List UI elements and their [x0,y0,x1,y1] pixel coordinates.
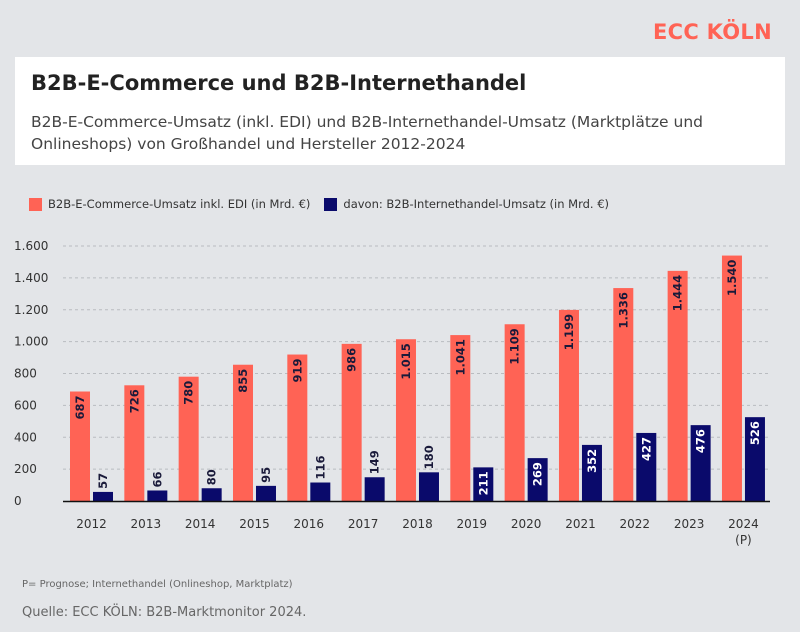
bar-internet [581,444,602,501]
bar-internet [418,472,439,501]
x-tick-label: 2024 [728,517,759,531]
x-tick-label: 2016 [294,517,325,531]
bar-ecommerce [124,385,145,501]
x-tick-label: 2023 [674,517,705,531]
x-tick-label: 2020 [511,517,542,531]
bar-ecommerce [721,255,742,501]
data-label-internet: 95 [259,467,273,483]
data-label-internet: 476 [694,429,708,453]
y-tick-label: 1.600 [14,239,48,253]
data-label-ecommerce: 1.109 [508,328,522,364]
bar-ecommerce [667,270,688,501]
bar-internet [690,425,711,501]
y-tick-label: 800 [14,367,37,381]
data-label-internet: 526 [748,421,762,445]
chart-title: B2B-E-Commerce und B2B-Internethandel [31,71,527,95]
data-label-internet: 427 [639,437,653,461]
legend-item-internet: davon: B2B-Internethandel-Umsatz (in Mrd… [324,197,609,211]
bar-internet [201,488,222,501]
data-label-ecommerce: 726 [127,389,141,413]
data-label-internet: 80 [205,469,219,485]
legend-label-ecommerce: B2B-E-Commerce-Umsatz inkl. EDI (in Mrd.… [48,197,311,211]
bar-internet [255,485,276,501]
ecc-koeln-logo: ECC KÖLN [652,20,772,44]
bar-ecommerce [613,288,634,501]
data-label-ecommerce: 855 [236,369,250,393]
chart-subtitle: B2B-E-Commerce-Umsatz (inkl. EDI) und B2… [31,113,703,153]
data-label-ecommerce: 919 [290,359,304,383]
bar-internet [93,491,113,501]
x-tick-label: 2015 [239,517,270,531]
bar-ecommerce [395,339,416,501]
data-label-ecommerce: 1.540 [725,260,739,296]
y-tick-label: 0 [14,494,22,508]
y-tick-label: 1.200 [14,303,48,317]
bar-internet [636,432,657,501]
data-label-internet: 269 [531,462,545,486]
data-label-internet: 211 [476,471,490,495]
x-tick-label: 2021 [565,517,596,531]
y-tick-label: 400 [14,430,37,444]
data-label-ecommerce: 1.041 [453,339,467,375]
footnote: P= Prognose; Internethandel (Onlineshop,… [22,579,293,590]
x-tick-label: 2014 [185,517,216,531]
x-tick-label: 2012 [76,517,107,531]
header-card: B2B-E-Commerce und B2B-Internethandel B2… [15,57,785,165]
legend-swatch-ecommerce [29,197,42,211]
data-label-ecommerce: 1.199 [562,314,576,350]
bar-internet [473,467,494,501]
bar-internet [310,482,331,501]
x-tick-label: 2022 [620,517,651,531]
bar-ecommerce [504,324,525,501]
bar-ecommerce [341,343,362,501]
data-label-ecommerce: 1.336 [616,292,630,328]
data-label-ecommerce: 687 [73,396,87,420]
bar-ecommerce [450,335,471,501]
bar-ecommerce [232,364,253,501]
legend: B2B-E-Commerce-Umsatz inkl. EDI (in Mrd.… [29,197,609,211]
data-label-ecommerce: 780 [182,381,196,405]
bar-internet [527,458,548,501]
bar-internet [364,477,385,501]
bar-ecommerce [558,309,579,501]
x-tick-label: 2018 [402,517,433,531]
bar-ecommerce [70,391,90,501]
bar-ecommerce [178,376,199,501]
y-tick-label: 1.400 [14,271,48,285]
x-tick-label: 2017 [348,517,379,531]
bar-ecommerce [287,354,308,501]
bar-internet [744,417,765,501]
legend-label-internet: davon: B2B-Internethandel-Umsatz (in Mrd… [343,197,610,211]
x-tick-label: 2013 [131,517,162,531]
x-tick-note: (P) [735,533,752,547]
data-label-ecommerce: 1.015 [399,343,413,379]
data-label-internet: 57 [96,473,110,489]
legend-item-ecommerce: B2B-E-Commerce-Umsatz inkl. EDI (in Mrd.… [29,197,310,211]
data-label-internet: 180 [422,445,436,469]
y-tick-label: 200 [14,462,37,476]
y-tick-label: 1.000 [14,335,48,349]
x-tick-label: 2019 [457,517,488,531]
legend-swatch-internet [324,197,338,211]
data-label-internet: 352 [585,449,599,473]
data-label-internet: 116 [313,455,327,479]
source-note: Quelle: ECC KÖLN: B2B-Marktmonitor 2024. [22,605,307,620]
y-tick-label: 600 [14,398,37,412]
data-label-ecommerce: 1.444 [671,275,685,311]
bar-internet [147,490,168,501]
data-label-internet: 149 [368,450,382,474]
data-label-internet: 66 [150,471,164,487]
data-label-ecommerce: 986 [345,348,359,372]
